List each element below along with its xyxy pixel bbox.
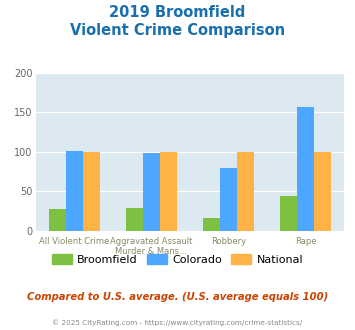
Bar: [297, 107, 314, 231]
Bar: [280, 196, 297, 231]
Bar: [160, 152, 177, 231]
Bar: [83, 152, 100, 231]
Bar: [314, 152, 331, 231]
Bar: [143, 152, 160, 231]
Text: © 2025 CityRating.com - https://www.cityrating.com/crime-statistics/: © 2025 CityRating.com - https://www.city…: [53, 319, 302, 326]
Bar: [203, 218, 220, 231]
Text: 2019 Broomfield: 2019 Broomfield: [109, 5, 246, 20]
Bar: [66, 151, 83, 231]
Text: Violent Crime Comparison: Violent Crime Comparison: [70, 23, 285, 38]
Text: Compared to U.S. average. (U.S. average equals 100): Compared to U.S. average. (U.S. average …: [27, 292, 328, 302]
Bar: [126, 208, 143, 231]
Bar: [49, 209, 66, 231]
Bar: [237, 152, 254, 231]
Legend: Broomfield, Colorado, National: Broomfield, Colorado, National: [47, 250, 308, 269]
Bar: [220, 168, 237, 231]
